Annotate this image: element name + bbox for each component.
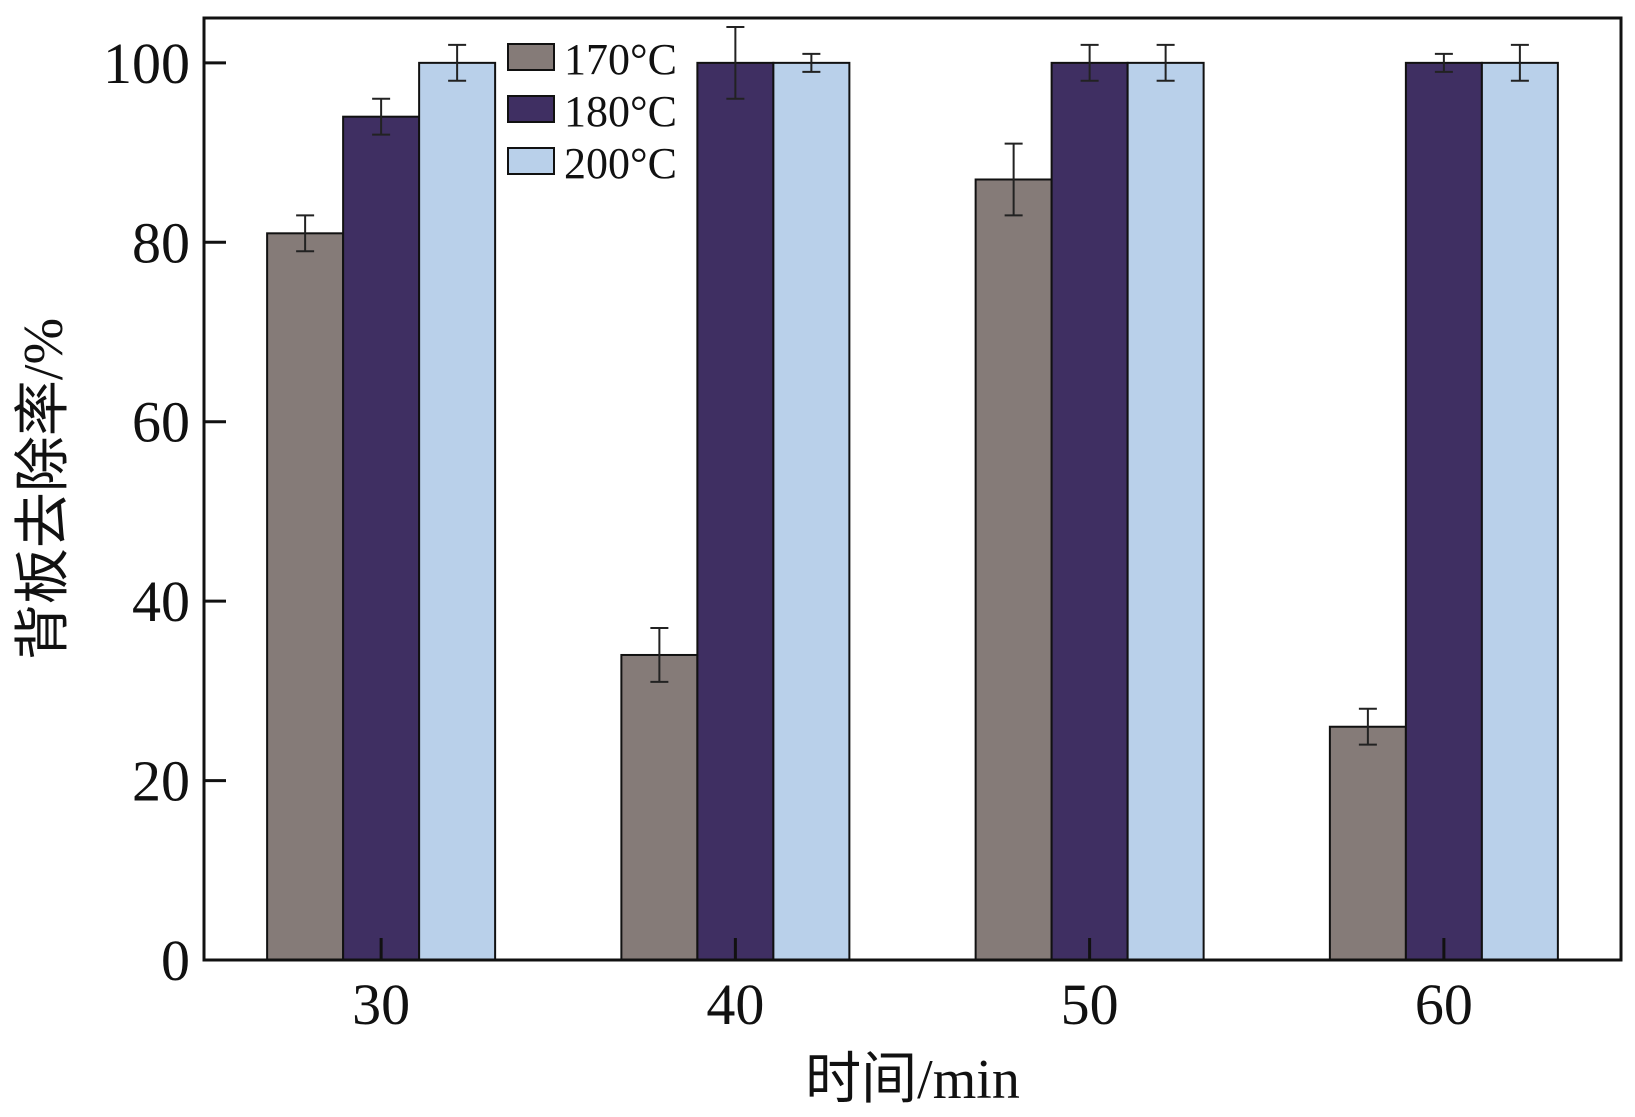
bar-60-3 — [1480, 61, 1559, 962]
x-tick-label-60: 60 — [1415, 972, 1473, 1037]
x-axis-title: 时间/min — [805, 1049, 1020, 1111]
bar-60-1 — [1328, 725, 1407, 961]
bar-30-2 — [342, 115, 421, 961]
x-tick-label-30: 30 — [352, 972, 410, 1037]
y-tick-label-100: 100 — [103, 31, 190, 96]
ticks-layer: 30 40 50 60 0 20 40 60 80 100 — [103, 31, 1473, 1037]
legend-swatch-3 — [507, 147, 555, 175]
y-tick-label-80: 80 — [132, 210, 190, 275]
bar-50-1 — [974, 178, 1053, 961]
legend-label-2: 180°C — [564, 87, 677, 136]
y-axis-title: 背板去除率/% — [13, 318, 75, 660]
legend-swatch-2 — [507, 95, 555, 123]
legend-swatch-1 — [507, 43, 555, 71]
bar-50-3 — [1126, 61, 1205, 962]
y-tick-label-60: 60 — [132, 390, 190, 455]
bar-30-3 — [418, 61, 497, 962]
x-tick-label-50: 50 — [1061, 972, 1119, 1037]
legend-label-1: 170°C — [564, 35, 677, 84]
legend-label-3: 200°C — [564, 139, 677, 188]
bars-layer — [266, 61, 1559, 962]
bar-40-1 — [620, 653, 699, 961]
bar-30-1 — [266, 232, 345, 962]
bar-40-2 — [696, 61, 775, 962]
bar-40-3 — [772, 61, 851, 962]
plot-frame — [202, 16, 1623, 962]
y-tick-label-0: 0 — [161, 928, 190, 993]
bar-50-2 — [1050, 61, 1129, 962]
y-tick-label-20: 20 — [132, 749, 190, 814]
error-bars-layer — [296, 25, 1529, 746]
bar-60-2 — [1404, 61, 1483, 962]
x-tick-label-40: 40 — [706, 972, 764, 1037]
y-tick-label-40: 40 — [132, 569, 190, 634]
